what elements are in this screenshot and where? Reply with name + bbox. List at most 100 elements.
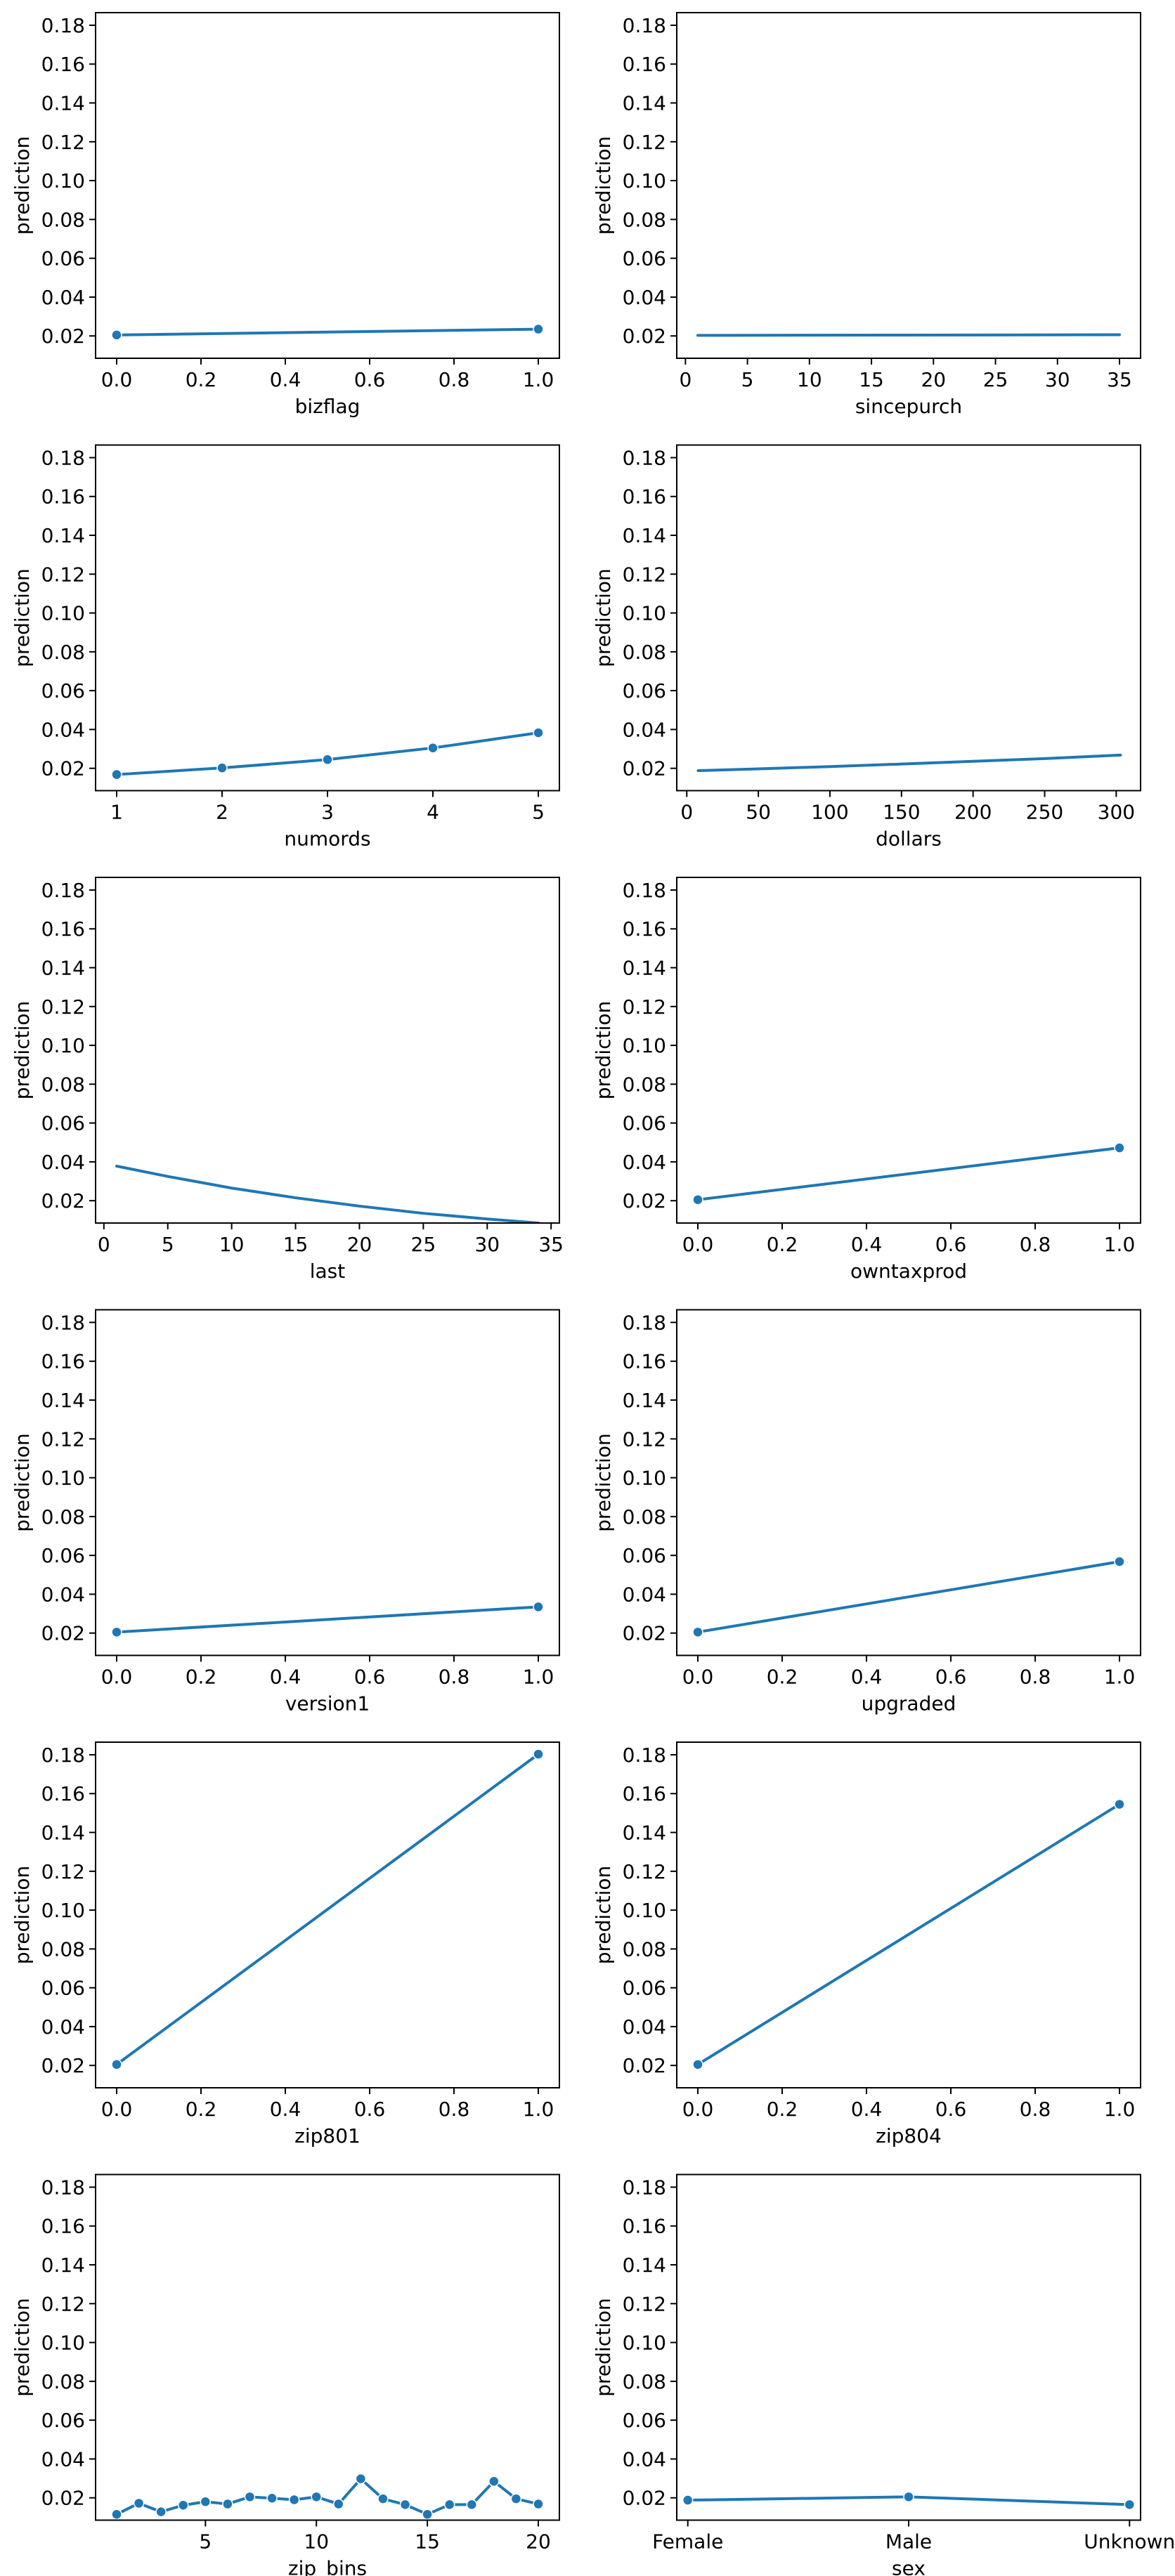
y-tick-label: 0.18 [623,446,666,469]
y-tick-label: 0.02 [623,2487,666,2510]
x-axis-label: numords [284,828,370,851]
plot-frame [95,1741,560,2088]
y-tick-label: 0.16 [623,917,666,941]
y-tick-label: 0.08 [41,1505,85,1529]
y-tick-label: 0.08 [623,1073,666,1096]
x-tick-label: 0.0 [682,1233,714,1256]
y-tick-label: 0.10 [41,2332,85,2355]
x-tick-label: 0.8 [1020,2098,1051,2121]
y-tick-label: 0.02 [623,1189,666,1212]
data-point [244,2491,256,2503]
data-point [322,754,333,766]
subplot-sincepurch: 0.02 0.04 0.06 0.08 0.10 0.12 0.14 0.16 0.18 0 5 10… [592,12,1141,418]
data-point [427,742,439,754]
x-axis-label: zip804 [876,2124,942,2147]
y-axis-label: prediction [592,136,615,235]
y-tick-label: 0.12 [41,2292,85,2315]
x-tick-label: 20 [526,2530,551,2554]
y-tick-label: 0.06 [41,1977,85,2000]
x-tick-label: 1.0 [1104,1666,1136,1689]
y-axis-label: prediction [592,2298,615,2396]
x-tick-label: 1.0 [1104,1233,1136,1256]
x-tick-label: 10 [797,368,822,391]
y-axis-label: prediction [592,1433,615,1531]
x-tick-label: 0.4 [270,368,301,391]
x-axis-label: zip801 [294,2124,361,2147]
x-tick-label: 0.6 [354,1666,386,1689]
y-axis-label: prediction [592,1001,615,1099]
series-line [696,753,1122,773]
y-tick-label: 0.14 [623,1822,666,1845]
y-axis-label: prediction [11,2298,34,2396]
y-tick-label: 0.04 [41,286,85,309]
y-axis-label: prediction [11,1866,34,1964]
y-tick-label: 0.10 [623,1899,666,1922]
x-tick-label: 3 [321,801,334,824]
x-tick-label: 35 [538,1233,564,1256]
y-tick-label: 0.08 [41,208,85,231]
x-axis-label: last [310,1260,346,1283]
y-tick-label: 0.16 [41,917,85,941]
plot-frame [676,2173,1141,2521]
data-point [682,2495,694,2506]
x-tick-label: Male [885,2530,932,2554]
y-tick-label: 0.02 [41,757,85,780]
y-tick-label: 0.10 [41,1467,85,1490]
x-tick-label: 1.0 [523,368,554,391]
x-tick-label: 200 [954,801,992,824]
y-tick-label: 0.02 [41,2487,85,2510]
x-tick-label: 10 [219,1233,245,1256]
x-axis-label: owntaxprod [850,1260,967,1283]
y-tick-label: 0.18 [41,14,85,37]
x-tick-label: 0.2 [767,1666,798,1689]
y-tick-label: 0.16 [41,2215,85,2238]
x-tick-label: 100 [811,801,848,824]
data-point [222,2498,233,2510]
y-tick-label: 0.16 [41,485,85,509]
y-tick-label: 0.06 [623,1977,666,2000]
y-axis-label: prediction [592,1866,615,1964]
data-point [111,769,122,780]
x-tick-label: 0.0 [682,2098,714,2121]
x-tick-label: 30 [1045,368,1070,391]
y-tick-label: 0.16 [623,2215,666,2238]
y-tick-label: 0.18 [41,2176,85,2199]
data-point [1114,1556,1125,1567]
data-point [200,2496,212,2507]
y-tick-label: 0.06 [41,2409,85,2432]
data-point [399,2499,411,2511]
y-tick-label: 0.12 [623,131,666,154]
y-tick-label: 0.02 [623,2054,666,2077]
y-tick-label: 0.12 [623,2292,666,2315]
x-tick-label: 5 [199,2530,212,2554]
y-tick-label: 0.06 [623,2409,666,2432]
data-point [692,2059,703,2070]
x-tick-label: 0.4 [270,2098,301,2121]
x-tick-label: 0.4 [851,2098,883,2121]
data-point [111,2059,122,2070]
series-line [115,731,540,776]
y-tick-label: 0.12 [41,563,85,586]
y-tick-label: 0.06 [623,1544,666,1567]
subplot-upgraded: 0.02 0.04 0.06 0.08 0.10 0.12 0.14 0.16 0.18 0.0 0… [592,1309,1141,1715]
x-tick-label: 0.4 [851,1233,883,1256]
data-point [311,2491,322,2503]
y-tick-label: 0.02 [41,1622,85,1645]
x-tick-label: 0.8 [439,1666,470,1689]
y-tick-label: 0.04 [623,718,666,741]
y-tick-label: 0.12 [41,1427,85,1451]
y-axis-label: prediction [11,136,34,235]
x-tick-label: Unknown [1084,2530,1175,2554]
data-point [422,2509,433,2520]
y-tick-label: 0.06 [623,1112,666,1135]
data-point [355,2473,367,2485]
y-tick-label: 0.16 [41,1782,85,1805]
y-tick-label: 0.02 [41,325,85,348]
x-tick-label: 0.2 [186,368,217,391]
series-line [696,333,1121,337]
y-tick-label: 0.18 [41,879,85,902]
x-tick-label: 0 [680,801,693,824]
plot-frame [95,877,560,1224]
data-point [111,1626,122,1638]
y-tick-label: 0.10 [623,1034,666,1057]
